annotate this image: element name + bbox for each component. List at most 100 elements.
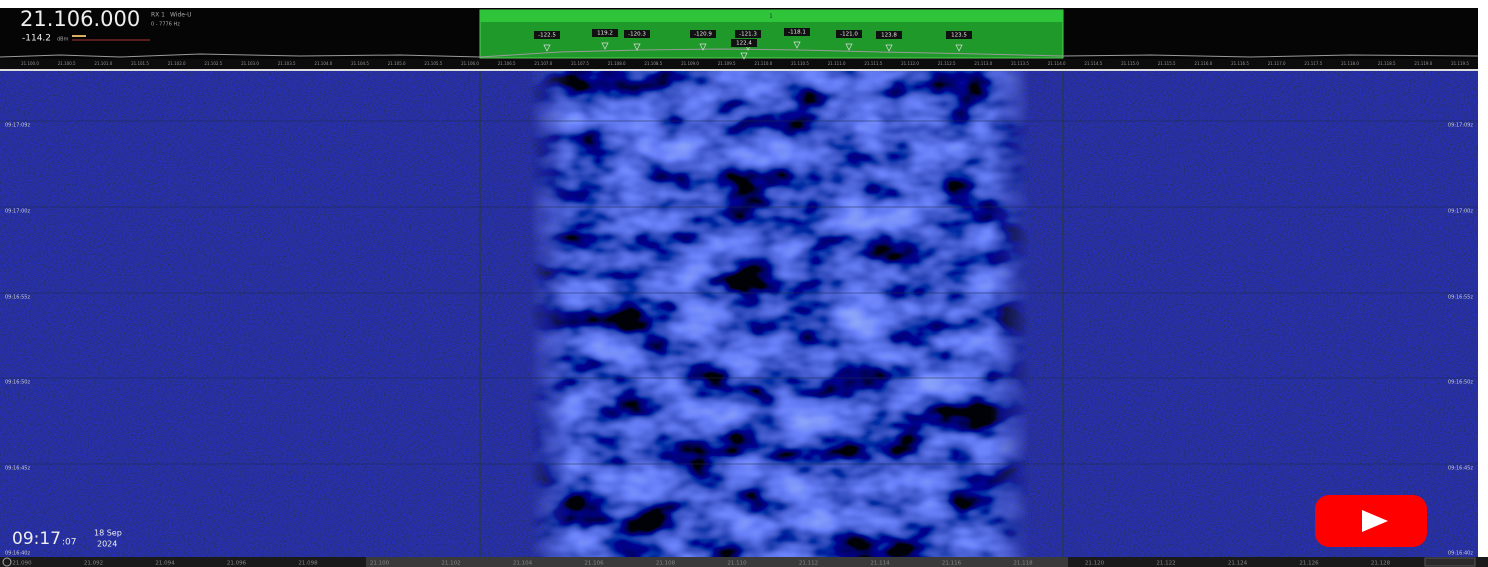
scale-label: 21.118.0 xyxy=(1341,61,1359,66)
scale-label: 21.100.5 xyxy=(58,61,76,66)
marker-label[interactable]: -121.3 xyxy=(739,32,757,38)
signal-unit: dBm xyxy=(57,37,69,43)
bottom-scale-label: 21.098 xyxy=(298,561,318,567)
bottom-scale-label: 21.118 xyxy=(1013,561,1033,567)
marker-label[interactable]: -120.3 xyxy=(628,32,646,38)
scale-label: 21.104.0 xyxy=(314,61,332,66)
scale-label: 21.115.5 xyxy=(1158,61,1176,66)
separator xyxy=(0,69,1478,71)
scale-label: 21.116.5 xyxy=(1231,61,1249,66)
bottom-scale-label: 21.092 xyxy=(84,561,103,567)
passband-label: 1 xyxy=(769,14,772,20)
marker-label[interactable]: -122.5 xyxy=(538,33,556,39)
marker-label[interactable]: 119.2 xyxy=(597,31,613,37)
time-label: 09:17:00z xyxy=(1448,209,1473,215)
time-label: 09:16:40z xyxy=(5,551,30,557)
bottom-scale-label: 21.102 xyxy=(441,561,460,567)
time-label: 09:16:50z xyxy=(5,380,30,386)
scale-label: 21.104.5 xyxy=(351,61,369,66)
bottom-scale-label: 21.116 xyxy=(942,561,962,567)
scale-label: 21.111.0 xyxy=(828,61,846,66)
scale-label: 21.109.0 xyxy=(681,61,699,66)
bottom-scale-label: 21.120 xyxy=(1085,561,1105,567)
scale-label: 21.114.5 xyxy=(1084,61,1102,66)
s-meter xyxy=(72,35,86,37)
bottom-scale-label: 21.106 xyxy=(584,561,604,567)
offset: 0 - 7776 Hz xyxy=(151,22,180,28)
time-label: 09:16:45z xyxy=(5,466,30,472)
clock-seconds: :07 xyxy=(62,538,76,548)
bottom-scale-label: 21.096 xyxy=(227,561,247,567)
marker-label[interactable]: 123.5 xyxy=(951,33,967,39)
scale-label: 21.108.0 xyxy=(608,61,626,66)
scale-label: 21.110.5 xyxy=(791,61,809,66)
bottom-scale-label: 21.110 xyxy=(727,561,747,567)
time-label: 09:16:40z xyxy=(1448,551,1473,557)
bottom-scale-label: 21.104 xyxy=(513,561,533,567)
bottom-scale-label: 21.122 xyxy=(1156,561,1175,567)
marker-label[interactable]: -120.9 xyxy=(694,32,712,38)
scale-label: 21.111.5 xyxy=(864,61,882,66)
time-label: 09:16:55z xyxy=(1448,295,1473,301)
scale-label: 21.105.0 xyxy=(388,61,406,66)
bottom-scale-label: 21.100 xyxy=(370,561,390,567)
bottom-scale-label: 21.126 xyxy=(1299,561,1319,567)
scale-label: 21.109.5 xyxy=(718,61,736,66)
marker-label[interactable]: 123.8 xyxy=(881,33,897,39)
bottom-scale-label: 21.090 xyxy=(12,561,32,567)
rx-label: RX 1 xyxy=(151,12,165,19)
time-label: 09:17:09z xyxy=(5,123,30,129)
clock-time: 09:17 xyxy=(12,529,61,549)
time-label: 09:17:00z xyxy=(5,209,30,215)
bottom-range xyxy=(366,557,1068,567)
clock-date: 18 Sep xyxy=(94,529,122,538)
scale-label: 21.113.5 xyxy=(1011,61,1029,66)
clock-year: 2024 xyxy=(97,540,117,549)
scale-label: 21.118.5 xyxy=(1378,61,1396,66)
bottom-scale-label: 21.112 xyxy=(799,561,818,567)
time-label: 09:17:09z xyxy=(1448,123,1473,129)
scale-label: 21.101.0 xyxy=(94,61,112,66)
scale-label: 21.110.0 xyxy=(754,61,772,66)
scale-label: 21.102.5 xyxy=(204,61,222,66)
scale-label: 21.119.5 xyxy=(1451,61,1469,66)
page: 21.106.000 RX 1 Wide-U 0 - 7776 Hz -114.… xyxy=(0,0,1488,567)
waterfall-signal xyxy=(530,71,1030,557)
zoom-controls[interactable] xyxy=(1425,558,1475,566)
time-label: 09:16:50z xyxy=(1448,380,1473,386)
scale-label: 21.106.0 xyxy=(461,61,479,66)
bottom-scale-label: 21.128 xyxy=(1371,561,1391,567)
frequency[interactable]: 21.106.000 xyxy=(20,7,140,31)
scale-label: 21.117.0 xyxy=(1268,61,1286,66)
scale-label: 21.102.0 xyxy=(168,61,186,66)
scale-label: 21.101.5 xyxy=(131,61,149,66)
scale-label: 21.112.0 xyxy=(901,61,919,66)
time-label: 09:16:45z xyxy=(1448,466,1473,472)
scale-label: 21.115.0 xyxy=(1121,61,1139,66)
scale-label: 21.116.0 xyxy=(1194,61,1212,66)
scale-label: 21.103.0 xyxy=(241,61,259,66)
scale-label: 21.105.5 xyxy=(424,61,442,66)
scale-label: 21.112.5 xyxy=(938,61,956,66)
scale-label: 21.119.0 xyxy=(1414,61,1432,66)
scale-label: 21.107.5 xyxy=(571,61,589,66)
scale-label: 21.106.5 xyxy=(498,61,516,66)
bottom-scale-label: 21.094 xyxy=(155,561,175,567)
marker-label[interactable]: 122.4 xyxy=(736,41,752,47)
scale-label: 21.107.0 xyxy=(534,61,552,66)
scale-label: 21.117.5 xyxy=(1304,61,1322,66)
scale-label: 21.114.0 xyxy=(1048,61,1066,66)
time-label: 09:16:55z xyxy=(5,295,30,301)
signal-level: -114.2 xyxy=(22,34,51,44)
scale-label: 21.108.5 xyxy=(644,61,662,66)
bottom-scale-label: 21.108 xyxy=(656,561,676,567)
sdr-window: 21.106.000 RX 1 Wide-U 0 - 7776 Hz -114.… xyxy=(0,0,1488,567)
mode[interactable]: Wide-U xyxy=(170,12,192,19)
marker-label[interactable]: -118.1 xyxy=(788,30,806,36)
bottom-scale-label: 21.114 xyxy=(870,561,890,567)
marker-label[interactable]: -121.0 xyxy=(840,32,858,38)
scale-label: 21.113.0 xyxy=(974,61,992,66)
bottom-scale-label: 21.124 xyxy=(1228,561,1248,567)
scale-label: 21.100.0 xyxy=(21,61,39,66)
scale-label: 21.103.5 xyxy=(278,61,296,66)
